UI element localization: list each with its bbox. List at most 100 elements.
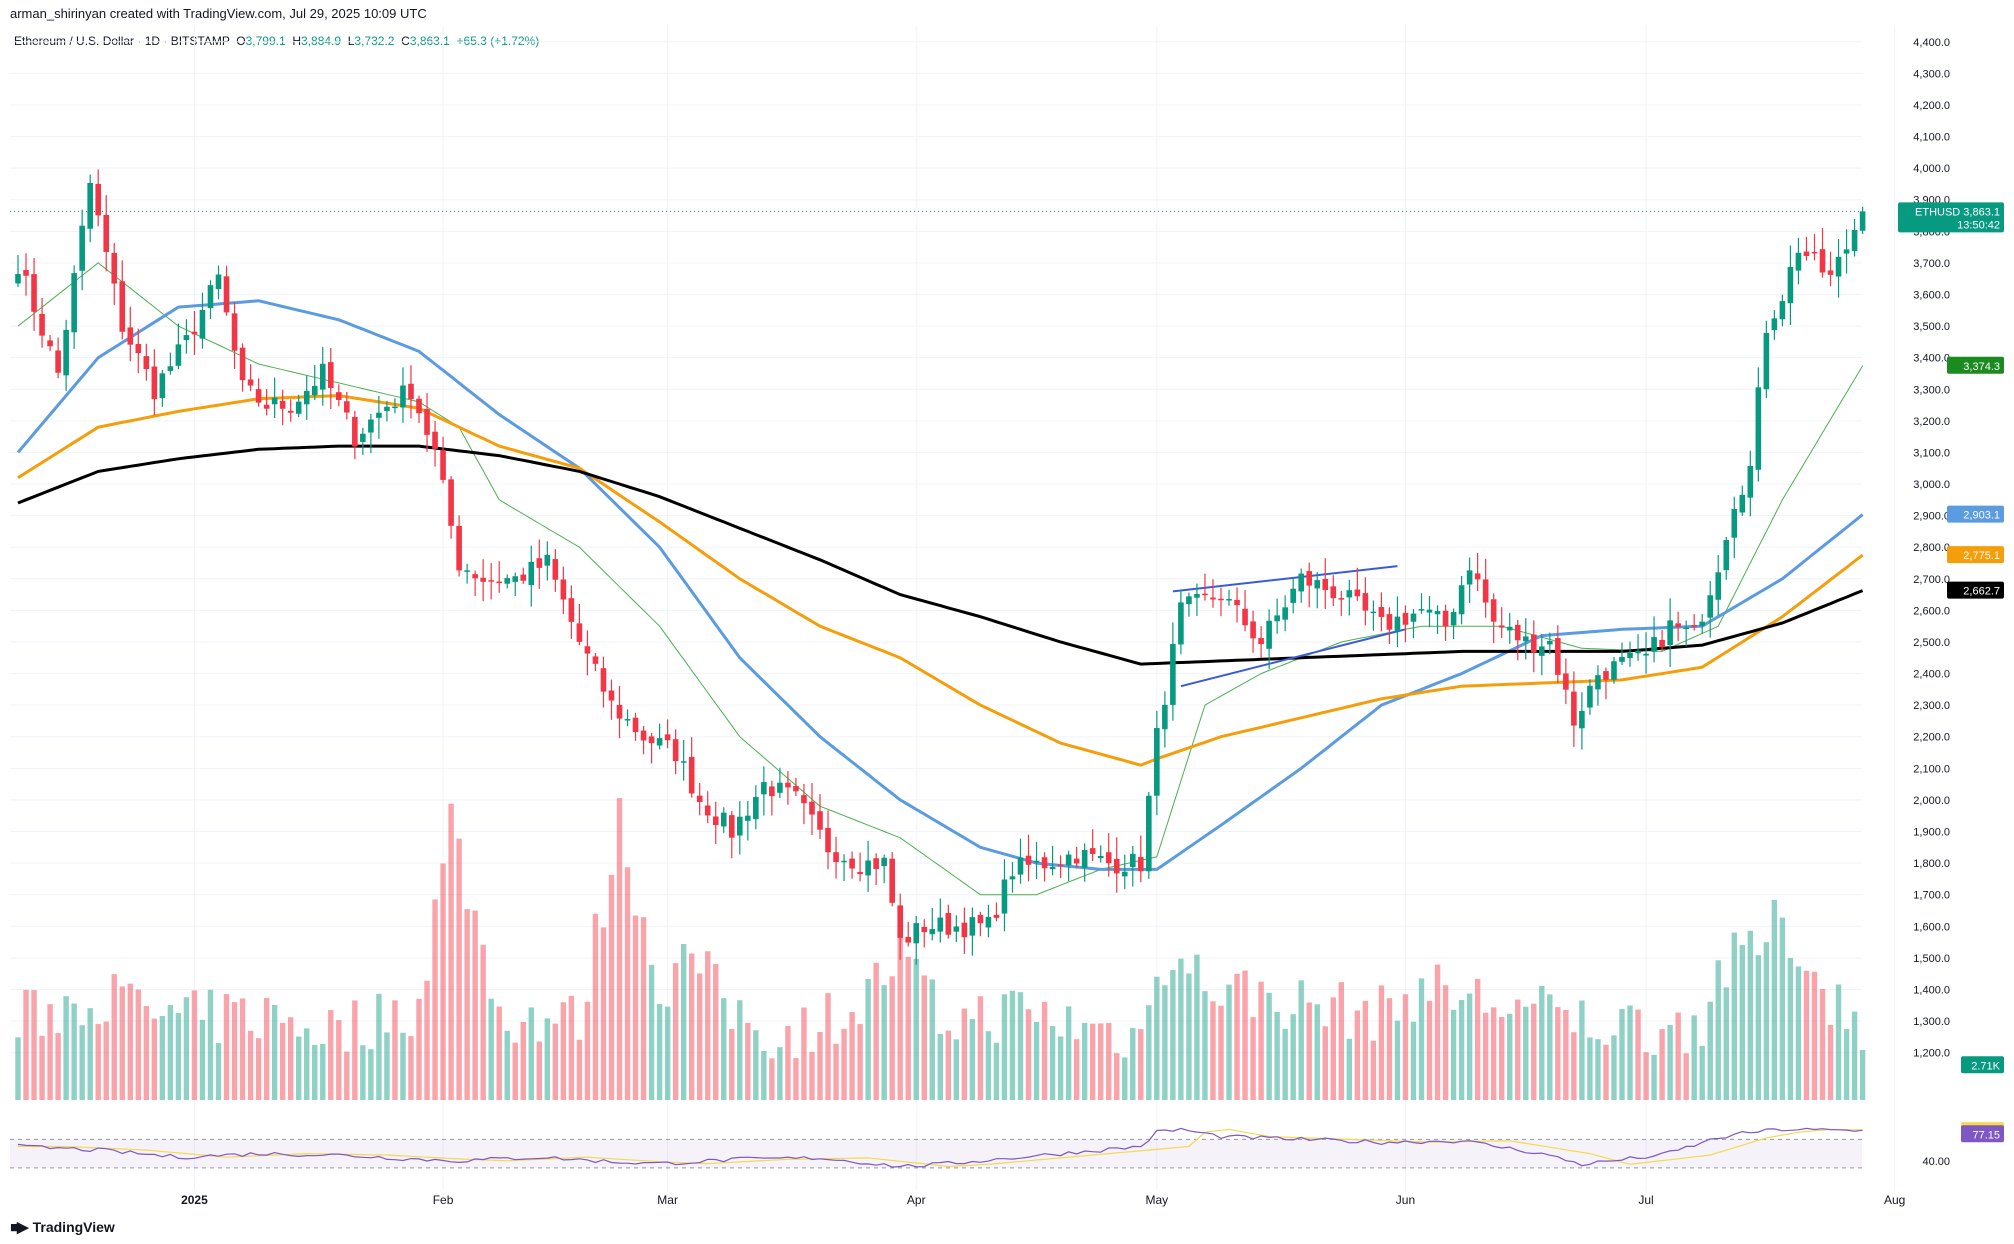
volume-bar [961, 1008, 968, 1100]
candle-body [1763, 332, 1770, 390]
volume-bar [809, 1051, 815, 1100]
volume-bar [1699, 1045, 1705, 1100]
candle-body [528, 561, 535, 586]
candle-body [496, 581, 502, 584]
price-tag-text: 2,775.1 [1963, 550, 2000, 562]
volume-bar [697, 973, 703, 1100]
symbol-name[interactable]: Ethereum / U.S. Dollar · 1D · BITSTAMP [14, 34, 230, 48]
volume-bar [143, 1006, 150, 1100]
volume-bar [921, 975, 927, 1100]
volume-bar [448, 803, 454, 1100]
volume-bar [1843, 1029, 1850, 1100]
volume-bar [1146, 1005, 1152, 1100]
volume-bar [424, 980, 430, 1100]
candle-body [1290, 588, 1296, 603]
candle-body [881, 857, 887, 867]
candle-body [1250, 621, 1256, 639]
volume-bar [1250, 1017, 1256, 1100]
volume-bar [1122, 1057, 1128, 1100]
price-axis-label: 3,700.0 [1913, 258, 1950, 270]
volume-bar [1346, 1038, 1353, 1100]
volume-bar [857, 1024, 863, 1100]
price-tag-text: 2,662.7 [1963, 586, 2000, 598]
candle-body [640, 730, 647, 741]
candle-body [785, 782, 791, 788]
candle-body [769, 786, 775, 797]
candle-body [31, 274, 37, 312]
volume-bar [536, 1041, 542, 1100]
high-label: H [292, 34, 302, 48]
candle-body [1827, 270, 1834, 275]
candle-body [1563, 673, 1569, 690]
candle-body [1691, 625, 1697, 627]
candle-body [1402, 612, 1409, 625]
candle-body [1667, 620, 1673, 645]
price-axis-label: 1,700.0 [1913, 890, 1950, 902]
volume-bar [849, 1012, 855, 1100]
volume-bar [632, 915, 639, 1100]
candle-body [648, 736, 655, 744]
candle-body [1282, 607, 1288, 620]
price-tag-bg [1947, 356, 2004, 374]
volume-bar [1330, 997, 1336, 1100]
volume-bar [953, 1039, 960, 1100]
volume-bar [1306, 1002, 1312, 1100]
close-value: 3,863.1 [409, 34, 450, 48]
price-tag-bg [1947, 505, 2004, 523]
candle-body [247, 379, 254, 386]
candle-body [344, 401, 350, 413]
volume-bar [977, 996, 984, 1100]
volume-bar [512, 1042, 518, 1100]
volume-bar [616, 798, 623, 1100]
volume-bar [1611, 1035, 1617, 1100]
candle-body [712, 816, 719, 826]
candle-body [1851, 230, 1858, 252]
tradingview-logo[interactable]: ■▶ TradingView [10, 1218, 115, 1236]
volume-bar [87, 1008, 93, 1100]
candle-body [1755, 387, 1762, 470]
candle-body [1707, 595, 1714, 618]
candle-body [279, 400, 286, 409]
volume-bar [1539, 985, 1545, 1100]
time-axis-label: Feb [433, 1193, 454, 1207]
candle-body [1731, 509, 1738, 538]
candle-body [1146, 795, 1152, 872]
volume-bar [480, 944, 486, 1100]
price-axis-label: 4,400.0 [1913, 37, 1950, 49]
price-axis-label: 1,200.0 [1913, 1048, 1950, 1060]
volume-bar [111, 974, 117, 1100]
candle-body [1386, 614, 1393, 630]
candle-body [1651, 637, 1657, 652]
candle-body [1779, 301, 1786, 320]
volume-bar [1098, 1023, 1104, 1100]
volume-bar [1458, 1000, 1465, 1100]
candle-body [159, 373, 166, 399]
volume-bar [1073, 1039, 1080, 1100]
candle-body [432, 431, 438, 449]
volume-bar [304, 1028, 310, 1100]
price-axis-label: 1,600.0 [1913, 921, 1950, 933]
volume-bar [1001, 994, 1008, 1100]
volume-bar [1747, 930, 1754, 1100]
candle-body [1218, 598, 1224, 601]
volume-bar [1450, 1009, 1457, 1100]
candle-body [1025, 855, 1032, 865]
candle-body [809, 801, 815, 815]
candle-body [512, 576, 519, 582]
candle-body [1635, 650, 1641, 654]
volume-bar [183, 997, 190, 1100]
candle-body [1571, 691, 1577, 726]
volume-bar [1587, 1037, 1593, 1100]
volume-bar [1394, 1020, 1401, 1100]
candle-body [1611, 661, 1617, 680]
candle-body [969, 917, 976, 936]
high-value: 3,884.9 [301, 34, 342, 48]
trendline-1 [1172, 565, 1398, 593]
candle-body [1819, 249, 1826, 273]
volume-bar [1138, 1029, 1144, 1100]
candle-body [1811, 251, 1818, 254]
price-tag-text: 77.15 [1972, 1129, 2000, 1141]
candle-body [1162, 704, 1168, 730]
volume-bar [135, 989, 141, 1100]
